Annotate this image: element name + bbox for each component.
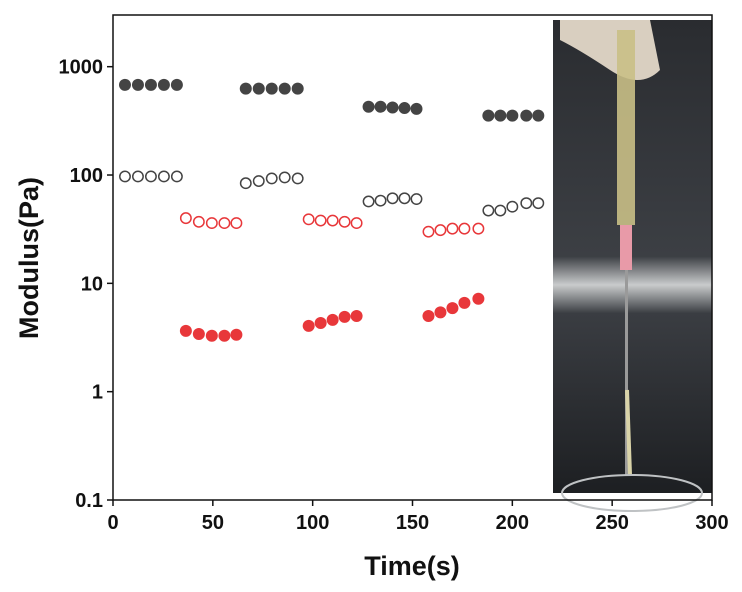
data-point [205, 217, 218, 230]
data-point [434, 306, 447, 319]
data-point [446, 302, 459, 315]
data-point [205, 329, 218, 342]
data-point [398, 192, 411, 205]
data-point [278, 82, 291, 95]
data-point [482, 204, 495, 217]
data-point [326, 313, 339, 326]
data-point [179, 324, 192, 337]
data-point [520, 197, 533, 210]
data-point [458, 222, 471, 235]
data-point [302, 319, 315, 332]
data-point [170, 78, 183, 91]
y-axis-title: Modulus(Pa) [14, 177, 44, 339]
data-point [230, 328, 243, 341]
data-point [362, 100, 375, 113]
data-point [314, 317, 327, 330]
data-point [302, 213, 315, 226]
data-point [265, 82, 278, 95]
data-point [278, 171, 291, 184]
data-point [239, 82, 252, 95]
data-point [179, 212, 192, 225]
data-point [218, 217, 231, 230]
data-point [386, 101, 399, 114]
x-tick-label: 200 [496, 512, 529, 534]
data-point [386, 192, 399, 205]
data-point [291, 172, 304, 185]
data-point [314, 214, 327, 227]
data-point [119, 170, 131, 183]
data-point [362, 195, 375, 208]
data-point [170, 170, 183, 183]
data-point [192, 215, 205, 228]
data-point [230, 217, 243, 230]
data-point [144, 78, 157, 91]
y-tick-label: 1000 [59, 57, 104, 79]
data-point [338, 215, 351, 228]
data-point [506, 109, 519, 122]
data-point [532, 109, 545, 122]
data-point [291, 82, 304, 95]
data-point [144, 170, 157, 183]
x-tick-label: 300 [695, 512, 728, 534]
data-point [494, 109, 507, 122]
data-point [265, 172, 278, 185]
data-point [157, 78, 170, 91]
data-point [374, 100, 387, 113]
data-point [532, 197, 545, 210]
y-tick-label: 10 [81, 273, 103, 295]
y-tick-label: 100 [70, 165, 103, 187]
data-point [494, 204, 507, 217]
data-point [458, 296, 471, 309]
data-point [398, 102, 411, 115]
data-point [422, 225, 435, 238]
x-tick-label: 150 [396, 512, 429, 534]
data-point [218, 329, 231, 342]
data-point [520, 109, 533, 122]
x-tick-label: 250 [595, 512, 628, 534]
data-point [132, 170, 144, 183]
data-point [410, 102, 423, 115]
data-point [350, 309, 363, 322]
data-point [252, 82, 265, 95]
data-point [374, 194, 387, 207]
data-point [131, 78, 144, 91]
data-point [410, 193, 423, 205]
data-point [157, 170, 170, 183]
data-point [446, 222, 459, 235]
data-point [506, 200, 519, 213]
y-tick-label: 1 [92, 382, 103, 404]
x-tick-label: 0 [107, 512, 118, 534]
data-point [192, 327, 205, 340]
data-point [252, 175, 265, 187]
data-point [472, 292, 485, 305]
x-tick-label: 50 [202, 512, 224, 534]
data-point [422, 309, 435, 322]
y-tick-label: 0.1 [75, 490, 103, 512]
inset-photo [553, 20, 712, 512]
data-point [338, 310, 351, 323]
data-point [350, 217, 363, 230]
data-point [434, 224, 447, 237]
data-point [472, 222, 485, 235]
x-axis-title: Time(s) [364, 551, 460, 581]
data-point [326, 214, 339, 227]
x-tick-label: 100 [296, 512, 329, 534]
data-point [239, 177, 252, 190]
data-point [118, 78, 131, 91]
data-point [482, 109, 495, 122]
